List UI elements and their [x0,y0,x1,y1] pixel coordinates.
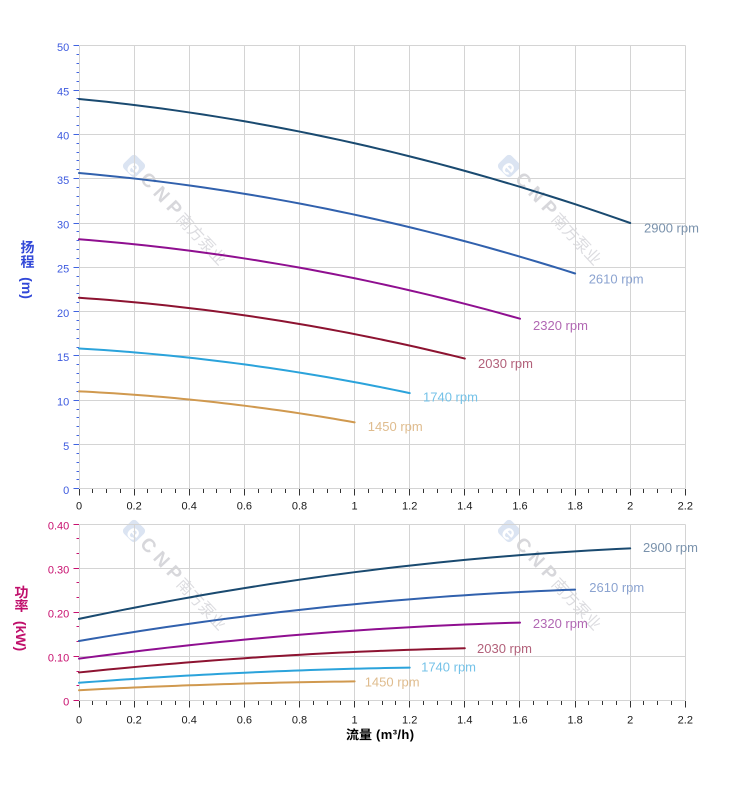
svg-text:2.2: 2.2 [678,714,693,726]
svg-text:2610 rpm: 2610 rpm [589,271,644,286]
svg-text:0: 0 [63,697,69,709]
svg-text:1740 rpm: 1740 rpm [421,660,476,675]
svg-text:1.2: 1.2 [402,714,417,726]
svg-text:1.4: 1.4 [457,500,472,512]
svg-text:50: 50 [57,42,69,54]
svg-text:2: 2 [627,500,633,512]
svg-text:1.8: 1.8 [567,500,582,512]
svg-text:10: 10 [57,397,69,409]
svg-text:1.2: 1.2 [402,500,417,512]
svg-text:0: 0 [76,714,82,726]
svg-text:1.8: 1.8 [567,714,582,726]
svg-text:15: 15 [57,352,69,364]
svg-text:30: 30 [57,219,69,231]
svg-text:0: 0 [63,485,69,497]
svg-text:0.4: 0.4 [182,714,197,726]
svg-text:1.4: 1.4 [457,714,472,726]
svg-text:20: 20 [57,308,69,320]
svg-text:25: 25 [57,264,69,276]
svg-text:0.8: 0.8 [292,500,307,512]
svg-text:1450 rpm: 1450 rpm [365,675,420,690]
svg-text:1: 1 [352,500,358,512]
svg-text:2900 rpm: 2900 rpm [644,220,699,235]
svg-text:0.4: 0.4 [182,500,197,512]
svg-text:0.20: 0.20 [48,609,69,621]
svg-text:5: 5 [63,441,69,453]
svg-text:1.6: 1.6 [512,500,527,512]
svg-text:1740 rpm: 1740 rpm [423,390,478,405]
svg-text:0.40: 0.40 [48,521,69,533]
svg-text:2030 rpm: 2030 rpm [477,641,532,656]
svg-text:2.2: 2.2 [678,500,693,512]
svg-text:35: 35 [57,175,69,187]
svg-text:0.6: 0.6 [237,500,252,512]
svg-text:(kW): (kW) [13,621,29,651]
svg-text:0.6: 0.6 [237,714,252,726]
svg-text:2320 rpm: 2320 rpm [533,616,588,631]
svg-text:2900 rpm: 2900 rpm [643,540,698,555]
svg-text:0.30: 0.30 [48,565,69,577]
svg-text:1450 rpm: 1450 rpm [368,419,423,434]
svg-text:2610 rpm: 2610 rpm [589,580,644,595]
svg-text:0: 0 [76,500,82,512]
svg-text:2320 rpm: 2320 rpm [533,318,588,333]
svg-text:1.6: 1.6 [512,714,527,726]
svg-text:0.10: 0.10 [48,653,69,665]
svg-text:45: 45 [57,86,69,98]
svg-text:0.2: 0.2 [126,714,141,726]
svg-text:1: 1 [352,714,358,726]
svg-text:0.8: 0.8 [292,714,307,726]
svg-text:2: 2 [627,714,633,726]
svg-text:(m³/h): (m³/h) [376,727,415,742]
svg-text:2030 rpm: 2030 rpm [478,356,533,371]
svg-text:(m): (m) [19,277,35,299]
svg-text:0.2: 0.2 [126,500,141,512]
svg-text:40: 40 [57,131,69,143]
